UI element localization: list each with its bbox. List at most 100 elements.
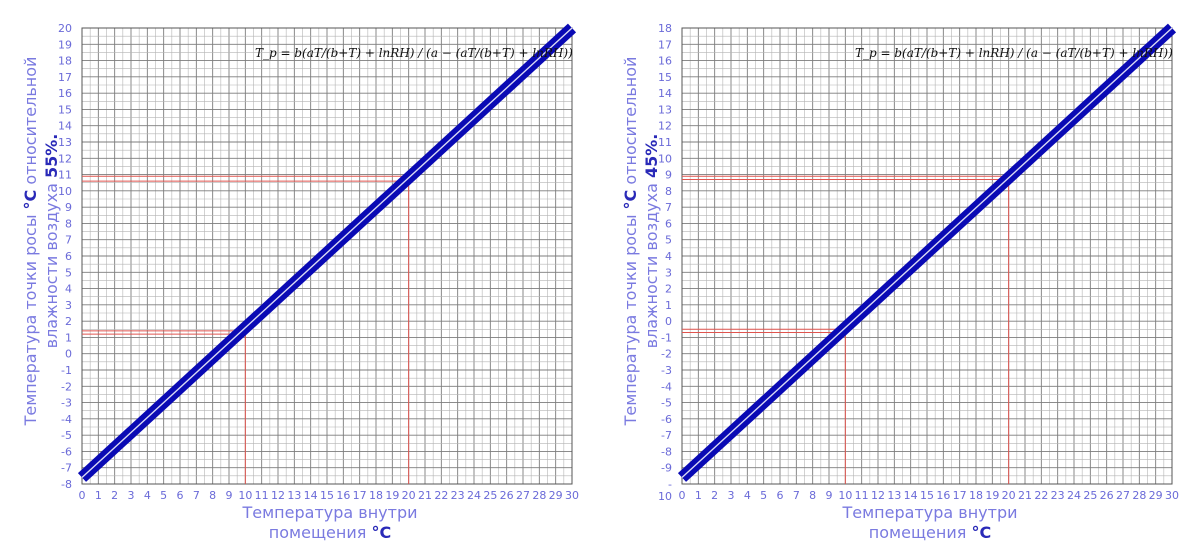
x-tick-label: 30 [565, 489, 579, 502]
y-tick-label: 1 [665, 299, 672, 312]
x-tick-label: 10 [838, 489, 852, 502]
y-tick-label: 16 [58, 87, 72, 100]
y-tick-label: 12 [658, 120, 672, 133]
reference-lines [82, 330, 246, 484]
y-tick-label: 13 [658, 103, 672, 116]
x-tick-label: 16 [336, 489, 350, 502]
x-tick-label: 12 [271, 489, 285, 502]
y-tick-label: 8 [65, 217, 72, 230]
x-tick-label: 10 [238, 489, 252, 502]
x-tick-label: 4 [744, 489, 751, 502]
x-tick-label: 19 [385, 489, 399, 502]
x-tick-label: 17 [353, 489, 367, 502]
y-label-part: Температура точки росы [621, 208, 640, 425]
plot-frame [81, 27, 573, 485]
y-tick-label: -1 [61, 364, 72, 377]
x-tick-label: 3 [128, 489, 135, 502]
y-tick-label: 0 [665, 315, 672, 328]
x-label-part: Температура внутри помещения [242, 503, 418, 542]
y-label-humidity: 55%. [42, 133, 61, 178]
x-tick-label: 11 [255, 489, 269, 502]
y-label-unit: °С [621, 189, 640, 209]
x-tick-label: 20 [1002, 489, 1016, 502]
x-tick-label: 25 [483, 489, 497, 502]
y-tick-label: 15 [58, 103, 72, 116]
x-tick-label: 7 [793, 489, 800, 502]
y-tick-label: 18 [58, 55, 72, 68]
x-tick-label: 5 [160, 489, 167, 502]
y-tick-label: 7 [65, 234, 72, 247]
x-tick-label: 23 [1051, 489, 1065, 502]
plot-frame [681, 27, 1173, 485]
y-tick-label: 6 [65, 250, 72, 263]
x-tick-label: 21 [1018, 489, 1032, 502]
x-label-part: Температура внутри помещения [842, 503, 1018, 542]
series-line-highlight [81, 27, 573, 479]
y-tick-label: -8 [61, 478, 72, 491]
series-line-highlight [681, 27, 1173, 479]
x-tick-label: 1 [695, 489, 702, 502]
x-tick-label: 21 [418, 489, 432, 502]
x-tick-label: 24 [1067, 489, 1081, 502]
y-tick-label: -3 [61, 397, 72, 410]
x-tick-label: 0 [679, 489, 686, 502]
y-tick-label: 3 [65, 299, 72, 312]
y-tick-label: 18 [658, 22, 672, 35]
y-tick-label: -9 [661, 462, 672, 475]
reference-lines [82, 175, 410, 484]
x-tick-label: 14 [904, 489, 918, 502]
y-tick-label: -4 [661, 380, 672, 393]
y-label-part: Температура точки росы [21, 208, 40, 425]
y-tick-label: -5 [61, 429, 72, 442]
x-tick-label: 1 [95, 489, 102, 502]
x-tick-label: 9 [226, 489, 233, 502]
y-tick-label: 2 [65, 315, 72, 328]
y-tick-label: 10 [658, 152, 672, 165]
x-tick-label: 22 [1034, 489, 1048, 502]
y-tick-label: 4 [65, 283, 72, 296]
y-tick-label: 4 [665, 250, 672, 263]
chart-left-svg: 0 1 2 3 4 5 6 7 8 9 10 11 12 13 14 15 16 17 18 19 20 21 22 23 24… [58, 22, 579, 502]
x-tick-label: 26 [500, 489, 514, 502]
x-tick-label: 26 [1100, 489, 1114, 502]
y-tick-label: -2 [61, 380, 72, 393]
y-tick-label: 17 [58, 71, 72, 84]
x-tick-label: 30 [1165, 489, 1179, 502]
x-tick-label: 28 [532, 489, 546, 502]
y-tick-label: -1 [661, 331, 672, 344]
y-tick-label: 12 [58, 152, 72, 165]
y-tick-label: -3 [661, 364, 672, 377]
y-axis-label: Температура точки росы °С относительной … [10, 18, 72, 463]
y-tick-label: 0 [65, 348, 72, 361]
x-tick-label: 27 [516, 489, 530, 502]
x-tick-label: 20 [402, 489, 416, 502]
y-tick-label: 20 [58, 22, 72, 35]
y-tick-label: 9 [65, 201, 72, 214]
y-tick-label: 14 [58, 120, 72, 133]
y-tick-label: 1 [65, 331, 72, 344]
x-tick-label: 6 [177, 489, 184, 502]
y-tick-label: 15 [658, 71, 672, 84]
y-tick-label: -6 [661, 413, 672, 426]
chart-left: 0 1 2 3 4 5 6 7 8 9 10 11 12 13 14 15 16 17 18 19 20 21 22 23 24… [10, 18, 579, 542]
x-tick-label: 22 [434, 489, 448, 502]
x-tick-label: 18 [969, 489, 983, 502]
y-tick-label: 9 [665, 169, 672, 182]
y-tick-label: 13 [58, 136, 72, 149]
x-tick-label: 5 [760, 489, 767, 502]
y-tick-label: 8 [665, 185, 672, 198]
x-tick-label: 29 [549, 489, 563, 502]
x-tick-label: 18 [369, 489, 383, 502]
x-tick-label: 0 [79, 489, 86, 502]
y-tick-label: -8 [661, 445, 672, 458]
x-tick-label: 24 [467, 489, 481, 502]
y-tick-label: 10 [658, 490, 672, 503]
x-tick-label: 8 [209, 489, 216, 502]
y-tick-label: 11 [658, 136, 672, 149]
y-tick-label: - [668, 478, 672, 491]
x-tick-label: 25 [1083, 489, 1097, 502]
x-tick-label: 11 [855, 489, 869, 502]
y-axis-label: Температура точки росы °С относительной … [610, 18, 672, 463]
x-tick-label: 8 [809, 489, 816, 502]
x-tick-label: 4 [144, 489, 151, 502]
